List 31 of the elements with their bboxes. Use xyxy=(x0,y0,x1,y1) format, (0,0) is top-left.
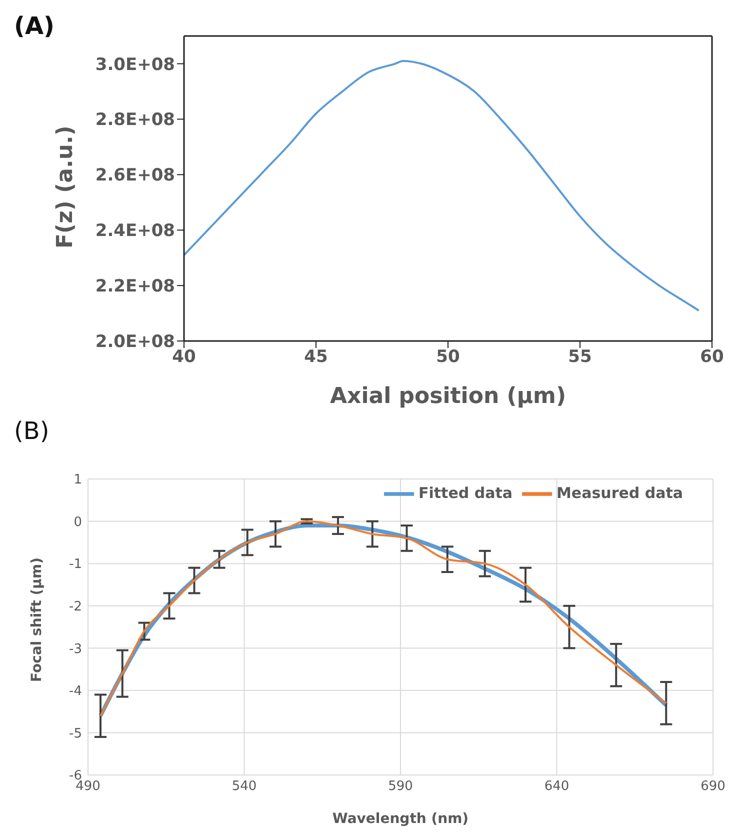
y-tick-label: 3.0E+08 xyxy=(95,54,175,75)
x-tick-label: 40 xyxy=(172,347,196,368)
x-tick-label: 540 xyxy=(232,779,257,794)
x-tick-label: 45 xyxy=(304,347,328,368)
y-axis-title: Focal shift (µm) xyxy=(28,558,45,682)
x-tick-label: 50 xyxy=(436,347,460,368)
y-tick-label: -3 xyxy=(69,642,82,657)
y-tick-label: 2.6E+08 xyxy=(95,166,175,186)
x-tick-label: 60 xyxy=(700,347,724,368)
chart-title: (B) xyxy=(14,417,50,445)
chart-title: (A) xyxy=(14,12,55,40)
y-axis-title: F(z) (a.u.) xyxy=(52,126,78,248)
y-tick-label: 0 xyxy=(74,514,82,530)
y-tick-label: -5 xyxy=(69,726,82,742)
y-tick-label: 2.2E+08 xyxy=(95,276,175,297)
y-tick-label: -2 xyxy=(69,599,82,614)
x-tick-label: 590 xyxy=(388,779,413,794)
legend-label: Fitted data xyxy=(418,484,512,502)
y-tick-label: 2.4E+08 xyxy=(95,221,175,242)
line-series xyxy=(184,60,700,312)
y-tick-label: -4 xyxy=(69,684,82,700)
y-tick-label: 1 xyxy=(74,472,82,488)
y-tick-label: 2.8E+08 xyxy=(95,110,175,130)
x-axis-title: Axial position (µm) xyxy=(330,384,566,409)
y-tick-label: -1 xyxy=(69,557,82,572)
legend-label: Measured data xyxy=(556,484,683,502)
x-tick-label: 640 xyxy=(544,779,570,794)
x-axis-title: Wavelength (nm) xyxy=(332,811,469,827)
y-tick-label: 2.0E+08 xyxy=(95,332,175,352)
x-tick-label: 690 xyxy=(700,779,726,794)
x-tick-label: 55 xyxy=(568,347,592,368)
